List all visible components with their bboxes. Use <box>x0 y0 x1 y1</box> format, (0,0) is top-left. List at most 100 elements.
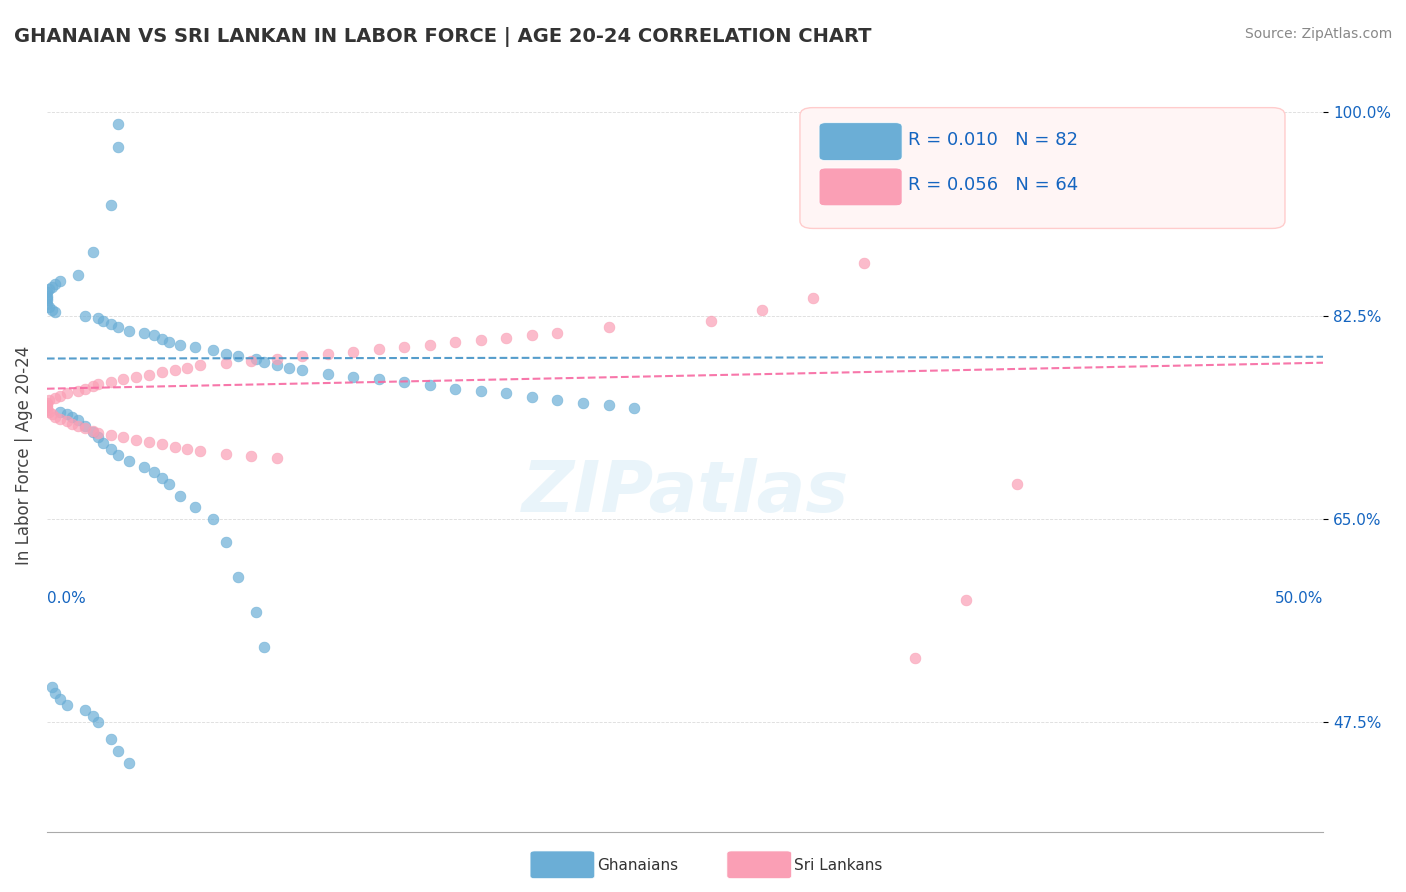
Point <box>91 314 114 328</box>
Point <box>107 117 129 131</box>
Point <box>150 437 173 451</box>
Point <box>56 698 79 712</box>
Point <box>41 279 63 293</box>
Point <box>367 343 389 357</box>
Point <box>38 301 60 315</box>
Point <box>35 293 58 308</box>
Point <box>125 433 148 447</box>
Point <box>214 356 236 370</box>
Point <box>112 430 135 444</box>
Point <box>125 370 148 384</box>
FancyBboxPatch shape <box>820 123 903 161</box>
Point <box>245 351 267 366</box>
Point <box>87 714 110 729</box>
Point <box>82 425 104 439</box>
Point <box>35 291 58 305</box>
Point <box>266 451 288 466</box>
Point <box>41 302 63 317</box>
Point <box>291 349 314 363</box>
Point <box>35 297 58 311</box>
Point <box>470 384 492 398</box>
Point <box>495 386 517 401</box>
Point <box>444 382 467 396</box>
Point <box>245 605 267 619</box>
Point <box>66 413 89 427</box>
Point <box>470 333 492 347</box>
Point <box>100 442 122 456</box>
Text: 50.0%: 50.0% <box>1275 591 1323 606</box>
Point <box>66 384 89 398</box>
Point <box>150 471 173 485</box>
Point <box>623 401 645 416</box>
Point <box>56 407 79 421</box>
Point <box>35 395 58 409</box>
Point <box>48 691 70 706</box>
Point <box>520 328 543 343</box>
Point <box>176 360 198 375</box>
Point <box>253 355 276 369</box>
Point <box>342 344 364 359</box>
Point <box>82 379 104 393</box>
Text: GHANAIAN VS SRI LANKAN IN LABOR FORCE | AGE 20-24 CORRELATION CHART: GHANAIAN VS SRI LANKAN IN LABOR FORCE | … <box>14 27 872 46</box>
Point <box>214 447 236 461</box>
Point <box>598 398 620 412</box>
Point <box>82 244 104 259</box>
Point <box>62 409 84 424</box>
Point <box>100 198 122 212</box>
Point <box>35 289 58 303</box>
Point <box>444 335 467 350</box>
Point <box>699 314 721 328</box>
Point <box>56 414 79 428</box>
Point <box>495 330 517 344</box>
Point <box>157 477 180 491</box>
Point <box>41 407 63 421</box>
Point <box>132 459 155 474</box>
Point <box>117 324 139 338</box>
Point <box>163 440 186 454</box>
Point <box>278 360 301 375</box>
Point <box>87 425 110 440</box>
Point <box>240 354 263 368</box>
Point <box>169 489 191 503</box>
Point <box>35 285 58 300</box>
Point <box>1005 477 1028 491</box>
Point <box>112 372 135 386</box>
Point <box>75 703 97 717</box>
Point <box>801 291 824 305</box>
Point <box>266 351 288 366</box>
Point <box>316 347 339 361</box>
FancyBboxPatch shape <box>820 168 903 206</box>
Point <box>188 444 211 458</box>
Point <box>48 405 70 419</box>
Point <box>48 389 70 403</box>
Point <box>419 337 441 351</box>
Point <box>184 340 207 354</box>
Point <box>955 593 977 607</box>
Point <box>62 417 84 431</box>
Point <box>138 368 160 382</box>
Point <box>100 375 122 389</box>
Text: R = 0.010   N = 82: R = 0.010 N = 82 <box>908 131 1078 149</box>
Point <box>132 326 155 340</box>
FancyBboxPatch shape <box>800 108 1285 228</box>
Point <box>138 435 160 450</box>
Point <box>56 386 79 401</box>
Point <box>394 340 416 354</box>
Point <box>904 651 927 665</box>
Point <box>82 424 104 438</box>
Point <box>150 366 173 380</box>
Point <box>546 326 568 340</box>
Point <box>44 391 66 405</box>
Point <box>253 640 276 654</box>
Point <box>598 320 620 334</box>
Point <box>75 382 97 396</box>
Point <box>35 398 58 412</box>
Point <box>228 570 250 584</box>
Text: ZIPatlas: ZIPatlas <box>522 458 849 527</box>
Point <box>48 412 70 426</box>
Point <box>117 454 139 468</box>
Point <box>291 363 314 377</box>
Point <box>520 390 543 404</box>
Point <box>367 372 389 386</box>
Point <box>266 359 288 373</box>
